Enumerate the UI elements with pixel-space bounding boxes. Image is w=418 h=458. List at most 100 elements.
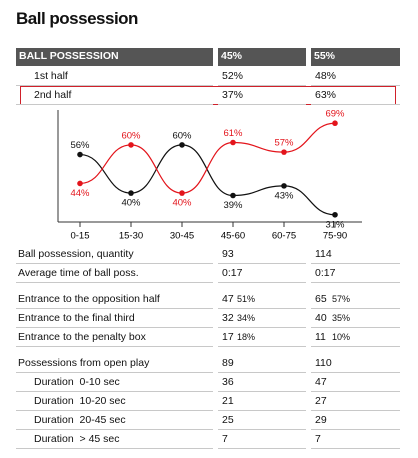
data-point	[230, 192, 236, 199]
row-divider	[218, 391, 306, 392]
data-point	[281, 149, 287, 155]
row-divider	[311, 104, 400, 105]
data-label: 57%	[274, 138, 294, 149]
row-divider	[16, 308, 213, 309]
stat-label: Average time of ball poss.	[18, 267, 139, 279]
data-point	[77, 180, 83, 187]
row-divider	[16, 85, 213, 86]
away-value: 7	[315, 433, 321, 445]
row-divider	[16, 104, 213, 105]
row-divider	[16, 448, 213, 449]
data-point	[179, 142, 185, 148]
data-point	[230, 139, 236, 146]
header-text: 55%	[314, 50, 336, 62]
home-value: 7	[222, 433, 228, 445]
data-label: 40%	[172, 198, 192, 209]
x-tick-label: 75-90	[323, 231, 347, 242]
row-divider	[311, 410, 400, 411]
data-point	[128, 190, 134, 196]
row-divider	[218, 263, 306, 264]
data-label: 60%	[121, 130, 141, 141]
x-tick-label: 45-60	[221, 231, 245, 242]
away-share: 57%	[332, 294, 351, 304]
header-cell	[16, 48, 213, 66]
value-text: 52%	[222, 70, 244, 82]
row-divider	[218, 372, 306, 373]
away-value: 29	[315, 414, 327, 426]
stat-label: Possessions from open play	[18, 357, 150, 369]
header-cell	[218, 48, 306, 66]
row-divider	[16, 327, 213, 328]
home-value: 25	[222, 414, 234, 426]
header-text: 45%	[221, 50, 243, 62]
stat-label: Duration 0-10 sec	[34, 376, 120, 388]
data-point	[332, 211, 338, 218]
data-point	[179, 190, 185, 196]
x-tick-label: 15-30	[119, 231, 143, 242]
away-value: 114	[315, 248, 332, 260]
x-tick-label: 0-15	[70, 231, 89, 242]
row-divider	[218, 104, 306, 105]
data-point	[128, 142, 134, 148]
stat-label: Duration > 45 sec	[34, 433, 120, 445]
value-text: 48%	[315, 70, 337, 82]
row-divider	[311, 448, 400, 449]
page-title: Ball possession	[16, 9, 138, 28]
away-value: 110	[315, 357, 332, 369]
row-divider	[311, 429, 400, 430]
data-point	[77, 151, 83, 158]
stat-label: Entrance to the penalty box	[18, 331, 146, 343]
row-divider	[311, 327, 400, 328]
highlight-box	[20, 86, 396, 105]
data-point	[332, 120, 338, 127]
row-divider	[218, 346, 306, 347]
x-tick-label: 30-45	[170, 231, 194, 242]
row-divider	[311, 282, 400, 283]
away-value: 47	[315, 376, 327, 388]
row-divider	[218, 448, 306, 449]
row-divider	[311, 85, 400, 86]
stat-label: Entrance to the opposition half	[18, 293, 160, 305]
row-divider	[16, 429, 213, 430]
row-divider	[218, 429, 306, 430]
data-label: 39%	[223, 200, 243, 211]
series-line	[79, 144, 336, 216]
stat-label: Entrance to the final third	[18, 312, 135, 324]
series-line	[79, 122, 336, 194]
data-label: 61%	[223, 128, 243, 139]
data-label: 31%	[325, 219, 345, 230]
home-share: 34%	[237, 313, 256, 323]
data-label: 44%	[70, 188, 90, 199]
row-divider	[218, 85, 306, 86]
row-divider	[16, 263, 213, 264]
data-label: 43%	[274, 190, 294, 201]
away-value: 27	[315, 395, 327, 407]
away-value: 40	[315, 312, 327, 324]
home-value: 0:17	[222, 267, 243, 279]
value-text: 37%	[222, 89, 244, 101]
row-divider	[16, 346, 213, 347]
data-label: 60%	[172, 130, 192, 141]
away-value: 11	[315, 331, 326, 343]
value-text: 63%	[315, 89, 337, 101]
row-divider	[311, 391, 400, 392]
away-value: 65	[315, 293, 327, 305]
home-value: 47	[222, 293, 234, 305]
row-divider	[16, 391, 213, 392]
row-label: 2nd half	[34, 89, 72, 101]
row-divider	[218, 308, 306, 309]
stat-label: Duration 10-20 sec	[34, 395, 126, 407]
possession-chart: 0-15 15-30 30-45 45-60 60-75 75-90 56% 40% 60% 39…	[57, 109, 362, 242]
home-value: 17	[222, 331, 234, 343]
row-divider	[311, 308, 400, 309]
away-share: 35%	[332, 313, 351, 323]
row-divider	[218, 410, 306, 411]
x-tick-label: 60-75	[272, 231, 296, 242]
row-divider	[16, 410, 213, 411]
data-label: 56%	[70, 140, 90, 151]
data-point	[281, 183, 287, 189]
away-share: 10%	[332, 332, 351, 342]
stat-label: Ball possession, quantity	[18, 248, 134, 260]
home-value: 93	[222, 248, 234, 260]
